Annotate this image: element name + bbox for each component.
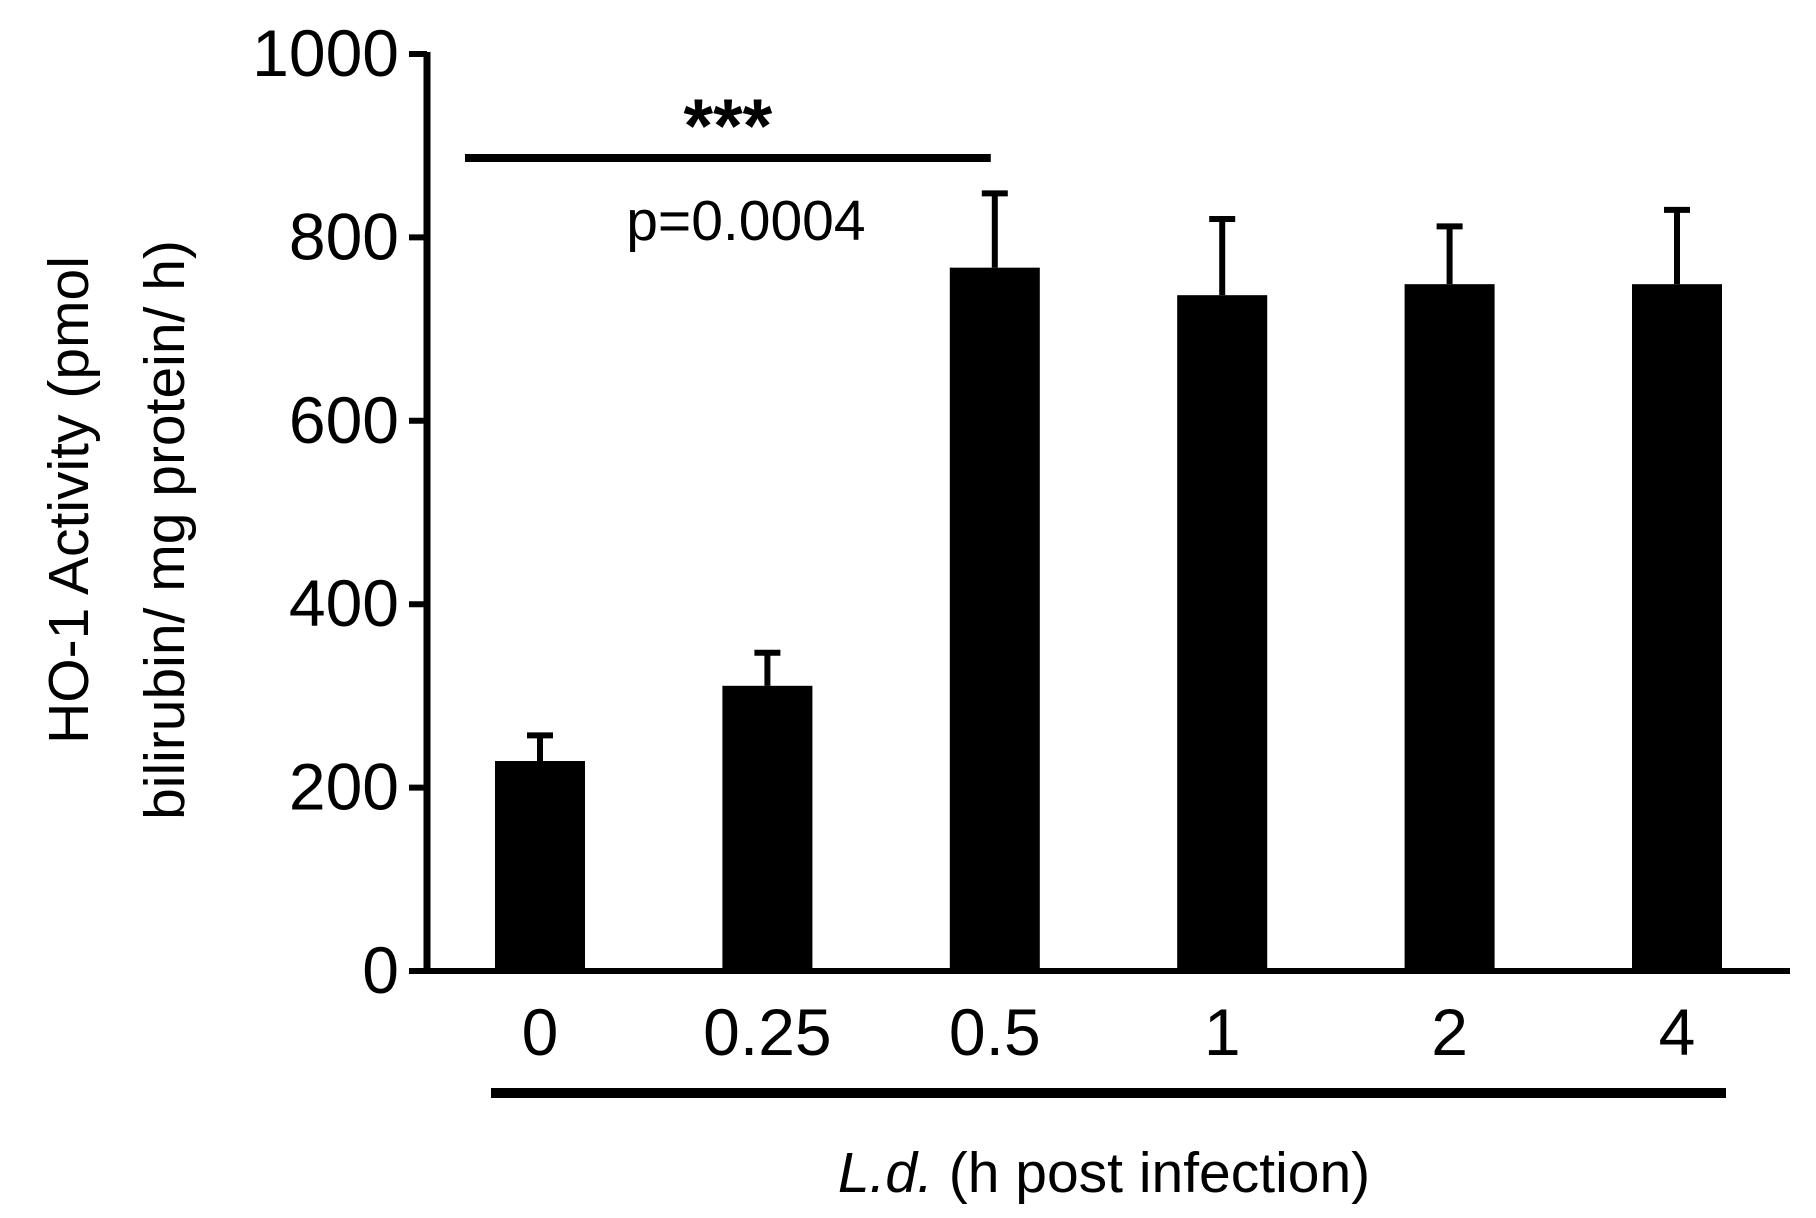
significance-stars: *** xyxy=(684,84,773,169)
y-tick-label: 1000 xyxy=(252,16,399,90)
x-tick-label: 0.25 xyxy=(703,995,831,1069)
x-tick-label: 4 xyxy=(1659,995,1696,1069)
y-axis-title-line1: HO-1 Activity (pmol xyxy=(37,256,101,744)
axes-group xyxy=(423,52,1790,974)
x-tick-label: 1 xyxy=(1204,995,1241,1069)
bar-2 xyxy=(1404,284,1495,971)
bars-group xyxy=(495,267,1722,971)
significance-annotation: *** p=0.0004 xyxy=(465,84,991,253)
x-axis-title-rest: (h post infection) xyxy=(933,1141,1370,1205)
bar-0.25 xyxy=(722,685,813,971)
y-tick-label: 400 xyxy=(289,566,399,640)
y-axis-title-line2: bilirubin/ mg protein/ h) xyxy=(133,240,197,820)
x-axis-title: L.d. (h post infection) xyxy=(838,1141,1370,1205)
y-tick-label: 200 xyxy=(289,750,399,824)
x-axis-title-italic: L.d. xyxy=(838,1141,933,1205)
x-tick-label: 2 xyxy=(1431,995,1468,1069)
x-axis-title-group: L.d. (h post infection) xyxy=(491,1088,1726,1205)
x-axis-tick-labels: 0 0.25 0.5 1 2 4 xyxy=(522,995,1696,1069)
significance-p-value: p=0.0004 xyxy=(626,189,865,253)
bar-0 xyxy=(495,761,585,971)
y-tick-label: 800 xyxy=(289,199,399,273)
y-tick-label: 600 xyxy=(289,383,399,457)
y-axis-title-group: HO-1 Activity (pmol bilirubin/ mg protei… xyxy=(37,240,197,820)
x-tick-label: 0.5 xyxy=(949,995,1041,1069)
y-axis-ticks: 0 200 400 600 800 1000 xyxy=(252,16,427,1007)
error-bars-group xyxy=(527,190,1690,762)
y-tick-label: 0 xyxy=(362,933,399,1007)
bar-1 xyxy=(1177,295,1268,971)
bar-0.5 xyxy=(949,267,1040,971)
bar-4 xyxy=(1632,284,1722,971)
x-tick-label: 0 xyxy=(522,995,559,1069)
